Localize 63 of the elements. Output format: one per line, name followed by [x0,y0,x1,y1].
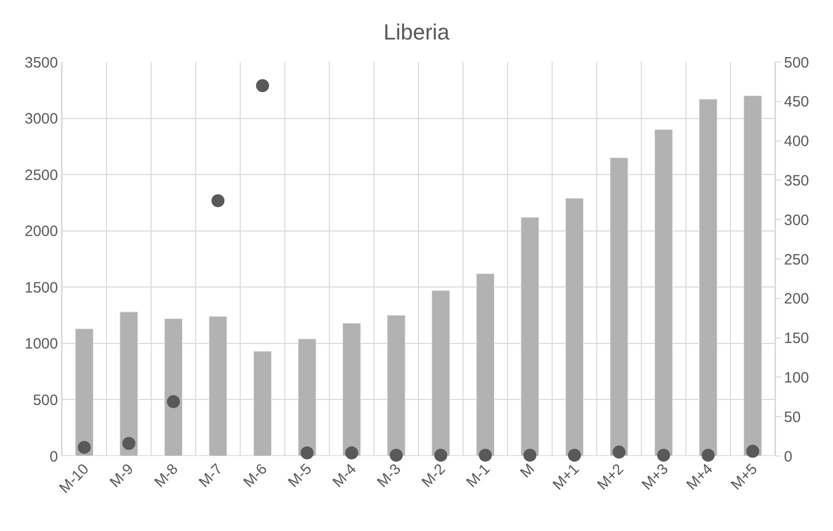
bar [75,328,94,456]
bar [387,315,406,456]
y-tick-label: 0 [50,448,58,466]
point [612,446,626,459]
x-tick-label: M-9 [106,460,137,491]
y2-tick-label: 200 [784,290,810,308]
x-tick-label: M+1 [550,460,583,494]
y2-tick-label: 0 [784,448,792,466]
point [702,448,715,462]
bar [654,129,673,456]
bar [342,322,361,456]
x-tick-label: M-2 [418,460,449,491]
point [345,446,358,460]
point [256,79,270,92]
y2-tick-label: 250 [784,251,810,268]
bar [476,273,495,456]
point [523,448,536,462]
y2-tick-label: 500 [784,54,810,72]
y2-tick-label: 450 [784,94,810,111]
y-tick-label: 2500 [24,166,58,184]
bar [432,290,450,456]
point [657,448,670,462]
point [166,395,180,408]
point [122,436,136,450]
bar [610,157,628,456]
bar [120,312,138,456]
y2-tick-label: 50 [784,408,801,426]
point [211,194,224,208]
point [434,448,448,462]
point [568,448,581,462]
x-tick-label: M [517,460,538,482]
point [478,448,492,462]
point [746,444,760,458]
x-tick-label: M-7 [196,460,226,491]
bar [744,96,762,456]
y2-tick-label: 350 [784,172,810,190]
x-tick-label: M-5 [284,460,316,491]
chart-title: Liberia [383,19,450,44]
y-tick-label: 2000 [24,223,58,240]
x-tick-label: M-6 [240,460,271,491]
y2-tick-label: 150 [784,330,810,348]
point [78,440,91,454]
point [390,448,403,462]
y-tick-label: 3500 [24,54,58,72]
y-tick-label: 3000 [24,110,58,128]
x-tick-label: M-3 [374,460,404,491]
y2-tick-label: 300 [784,212,810,229]
bar [698,98,718,456]
y-tick-label: 500 [32,392,58,409]
x-tick-label: M-8 [151,460,182,491]
bar [520,217,540,456]
y2-tick-label: 400 [784,133,810,150]
x-tick-label: M-4 [329,460,360,491]
bar [253,351,272,456]
bar [298,338,316,456]
point [300,446,314,460]
y-tick-label: 1500 [24,279,58,296]
y2-tick-label: 100 [784,369,810,386]
bar [208,316,228,456]
bar [565,198,584,456]
bar [164,318,183,456]
y-tick-label: 1000 [24,336,58,353]
x-tick-label: M-1 [463,460,494,491]
